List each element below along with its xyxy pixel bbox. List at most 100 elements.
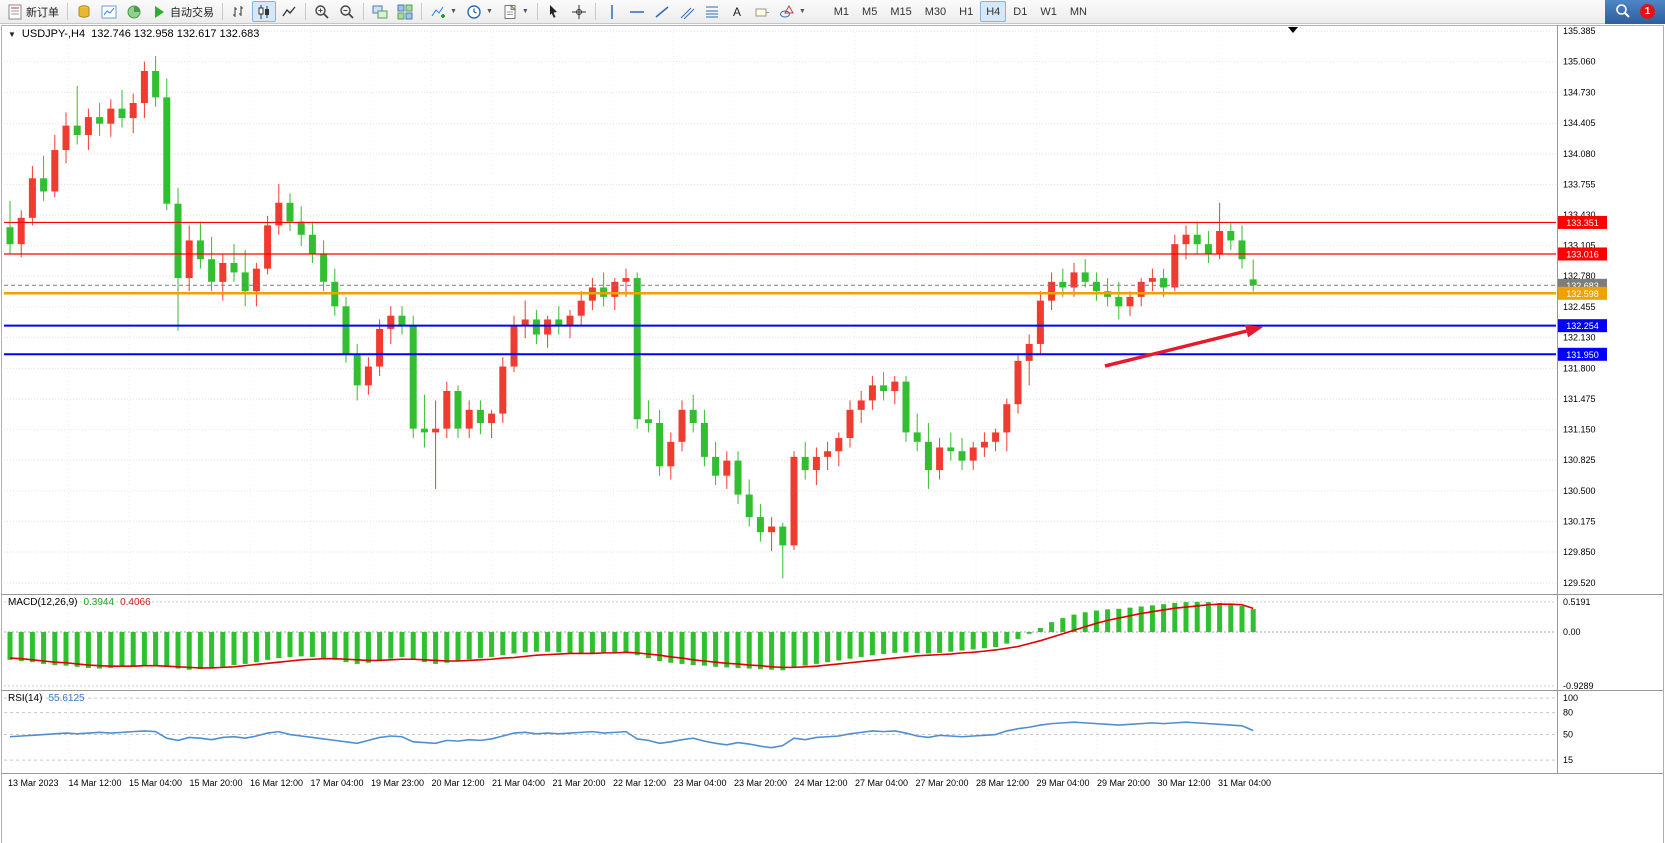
candlestick-icon bbox=[256, 4, 272, 20]
symbols-button[interactable] bbox=[72, 1, 96, 22]
arrange-windows-icon bbox=[372, 4, 388, 20]
periods-button[interactable]: ▼ bbox=[462, 1, 497, 22]
svg-text:21 Mar 20:00: 21 Mar 20:00 bbox=[553, 778, 606, 788]
horizontal-line-button[interactable] bbox=[625, 1, 649, 22]
zoom-out-icon bbox=[339, 4, 355, 20]
template-icon bbox=[502, 3, 518, 20]
notification-badge[interactable]: 1 bbox=[1640, 4, 1655, 19]
svg-text:22 Mar 12:00: 22 Mar 12:00 bbox=[613, 778, 666, 788]
svg-text:131.150: 131.150 bbox=[1563, 425, 1596, 435]
svg-text:134.405: 134.405 bbox=[1563, 118, 1596, 128]
svg-text:132.130: 132.130 bbox=[1563, 332, 1596, 342]
toolbar-separator bbox=[363, 3, 364, 20]
arrange-windows-button[interactable] bbox=[368, 1, 392, 22]
svg-text:135.060: 135.060 bbox=[1563, 57, 1596, 67]
shapes-button[interactable]: ▼ bbox=[775, 1, 810, 22]
vertical-line-button[interactable] bbox=[600, 1, 624, 22]
clock-icon bbox=[466, 4, 482, 20]
svg-text:131.950: 131.950 bbox=[1566, 350, 1599, 360]
toolbar-separator bbox=[421, 3, 422, 20]
svg-text:134.080: 134.080 bbox=[1563, 149, 1596, 159]
tile-windows-button[interactable] bbox=[393, 1, 417, 22]
text-button[interactable]: A bbox=[725, 1, 749, 22]
trendline-button[interactable] bbox=[650, 1, 674, 22]
toolbar-separator bbox=[67, 3, 68, 20]
svg-text:21 Mar 04:00: 21 Mar 04:00 bbox=[492, 778, 545, 788]
svg-text:A: A bbox=[733, 5, 741, 19]
timeframe-button-mn[interactable]: MN bbox=[1064, 1, 1093, 22]
vertical-line-icon bbox=[604, 4, 620, 20]
ohlc-collapse-icon[interactable]: ▼ bbox=[8, 29, 16, 39]
text-label-button[interactable] bbox=[750, 1, 774, 22]
bar-chart-icon bbox=[231, 4, 247, 20]
timeframe-button-m1[interactable]: M1 bbox=[828, 1, 855, 22]
new-order-icon bbox=[7, 4, 23, 20]
timeframe-button-m30[interactable]: M30 bbox=[919, 1, 952, 22]
timeframe-button-m15[interactable]: M15 bbox=[884, 1, 917, 22]
new-chart-button[interactable] bbox=[97, 1, 121, 22]
svg-text:134.730: 134.730 bbox=[1563, 88, 1596, 98]
indicators-button[interactable]: ▼ bbox=[426, 1, 461, 22]
cursor-icon bbox=[546, 4, 562, 20]
svg-text:31 Mar 04:00: 31 Mar 04:00 bbox=[1218, 778, 1271, 788]
chevron-down-icon: ▼ bbox=[485, 8, 493, 15]
search-button[interactable] bbox=[1615, 3, 1631, 21]
chevron-down-icon: ▼ bbox=[521, 8, 529, 15]
crosshair-button[interactable] bbox=[567, 1, 591, 22]
svg-text:19 Mar 23:00: 19 Mar 23:00 bbox=[371, 778, 424, 788]
svg-text:29 Mar 20:00: 29 Mar 20:00 bbox=[1097, 778, 1150, 788]
svg-text:100: 100 bbox=[1563, 693, 1578, 703]
channel-button[interactable] bbox=[675, 1, 699, 22]
svg-text:50: 50 bbox=[1563, 730, 1573, 740]
svg-text:13 Mar 2023: 13 Mar 2023 bbox=[8, 778, 59, 788]
svg-text:14 Mar 12:00: 14 Mar 12:00 bbox=[69, 778, 122, 788]
svg-text:133.755: 133.755 bbox=[1563, 179, 1596, 189]
svg-text:17 Mar 04:00: 17 Mar 04:00 bbox=[311, 778, 364, 788]
svg-text:16 Mar 12:00: 16 Mar 12:00 bbox=[250, 778, 303, 788]
horizontal-line-icon bbox=[629, 4, 645, 20]
new-chart-icon bbox=[101, 4, 117, 20]
indicators-icon bbox=[430, 4, 446, 20]
svg-text:28 Mar 12:00: 28 Mar 12:00 bbox=[976, 778, 1029, 788]
fibonacci-button[interactable] bbox=[700, 1, 724, 22]
svg-text:129.520: 129.520 bbox=[1563, 578, 1596, 588]
timeframe-toolbar: M1 M5 M15 M30 H1 H4 D1 W1 MN bbox=[828, 1, 1093, 22]
new-order-button[interactable]: 新订单 bbox=[3, 1, 63, 22]
templates-button[interactable]: ▼ bbox=[498, 1, 533, 22]
svg-text:27 Mar 04:00: 27 Mar 04:00 bbox=[855, 778, 908, 788]
svg-text:133.105: 133.105 bbox=[1563, 241, 1596, 251]
titlebar-right: 1 bbox=[1605, 0, 1665, 24]
toolbar-separator bbox=[222, 3, 223, 20]
text-icon: A bbox=[729, 4, 745, 20]
svg-text:30 Mar 12:00: 30 Mar 12:00 bbox=[1158, 778, 1211, 788]
trendline-icon bbox=[654, 4, 670, 20]
tile-windows-icon bbox=[397, 4, 413, 20]
profiles-button[interactable] bbox=[122, 1, 146, 22]
svg-text:130.175: 130.175 bbox=[1563, 516, 1596, 526]
timeframe-button-h1[interactable]: H1 bbox=[953, 1, 979, 22]
toolbar-separator bbox=[594, 3, 596, 20]
line-chart-button[interactable] bbox=[277, 1, 301, 22]
bar-chart-button[interactable] bbox=[227, 1, 251, 22]
timeframe-button-h4[interactable]: H4 bbox=[980, 1, 1007, 22]
svg-text:-0.9289: -0.9289 bbox=[1563, 681, 1594, 691]
svg-text:132.683: 132.683 bbox=[1566, 281, 1599, 291]
timeframe-button-m5[interactable]: M5 bbox=[856, 1, 883, 22]
auto-trading-button[interactable]: 自动交易 bbox=[147, 1, 218, 22]
svg-text:133.016: 133.016 bbox=[1566, 249, 1599, 259]
zoom-in-button[interactable] bbox=[310, 1, 334, 22]
svg-text:132.254: 132.254 bbox=[1566, 321, 1599, 331]
new-order-label: 新订单 bbox=[26, 6, 59, 19]
timeframe-button-w1[interactable]: W1 bbox=[1034, 1, 1063, 22]
svg-text:132.598: 132.598 bbox=[1566, 289, 1599, 299]
timeframe-button-d1[interactable]: D1 bbox=[1007, 1, 1033, 22]
svg-text:135.385: 135.385 bbox=[1563, 26, 1596, 36]
cursor-button[interactable] bbox=[542, 1, 566, 22]
svg-text:132.780: 132.780 bbox=[1563, 271, 1596, 281]
svg-text:130.825: 130.825 bbox=[1563, 455, 1596, 465]
svg-text:15: 15 bbox=[1563, 755, 1573, 765]
zoom-out-button[interactable] bbox=[335, 1, 359, 22]
toolbar-separator bbox=[305, 3, 306, 20]
candlestick-chart-button[interactable] bbox=[252, 1, 276, 22]
